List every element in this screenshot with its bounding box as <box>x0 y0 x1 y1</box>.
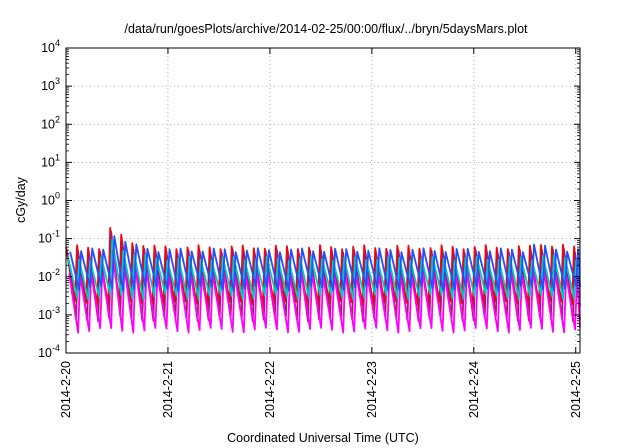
series-line <box>68 256 581 334</box>
x-tick-label: 2014-2-20 <box>59 361 73 418</box>
x-ticks: 2014-2-20 2014-2-21 2014-2-22 2014-2-23 2014… <box>59 48 583 418</box>
y-tick-label: 10-1 <box>38 229 60 246</box>
series-line <box>69 235 581 292</box>
y-tick-label: 103 <box>41 76 60 93</box>
series-group <box>65 227 581 334</box>
x-axis-label: Coordinated Universal Time (UTC) <box>227 431 419 445</box>
chart-title: /data/run/goesPlots/archive/2014-02-25/0… <box>124 22 528 36</box>
y-tick-label: 10-3 <box>38 305 60 322</box>
y-axis-label: cGy/day <box>14 176 28 223</box>
x-tick-label: 2014-2-24 <box>467 361 481 418</box>
x-tick-label: 2014-2-23 <box>365 361 379 418</box>
y-tick-label: 10-4 <box>38 343 60 360</box>
x-tick-label: 2014-2-21 <box>161 361 175 418</box>
y-tick-label: 101 <box>41 152 60 169</box>
y-tick-label: 102 <box>41 114 60 131</box>
y-tick-label: 10-2 <box>38 267 60 284</box>
y-ticks: 10-4 10-3 10-2 10-1 100 101 102 103 104 <box>38 38 580 360</box>
y-tick-label: 104 <box>41 38 60 55</box>
x-tick-label: 2014-2-22 <box>263 361 277 418</box>
y-tick-label: 100 <box>41 191 60 208</box>
series-line <box>67 238 581 301</box>
x-tick-label: 2014-2-25 <box>569 361 583 418</box>
